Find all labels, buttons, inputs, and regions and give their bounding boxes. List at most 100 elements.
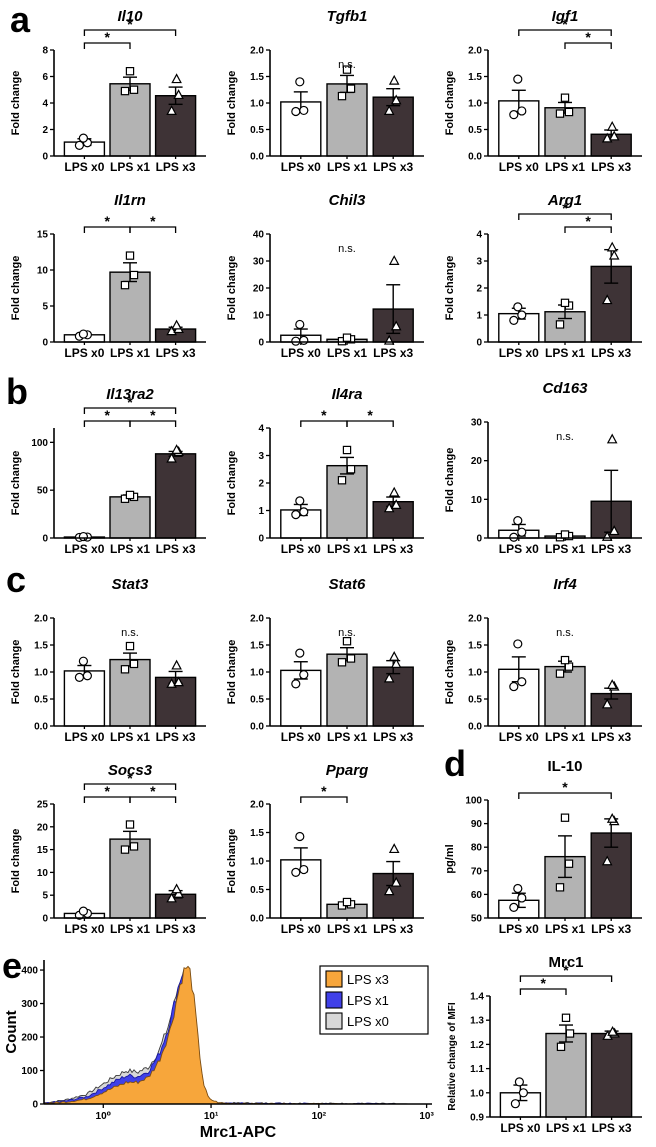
- data-point: [383, 672, 395, 683]
- x-category-label: LPS x0: [281, 346, 321, 360]
- y-tick-label: 10: [37, 868, 49, 879]
- y-tick-label: 0: [42, 338, 48, 349]
- data-point: [346, 654, 356, 663]
- y-tick-label: 200: [21, 1033, 38, 1044]
- data-point: [388, 843, 400, 854]
- sig-star: *: [127, 770, 133, 786]
- bar-chart-svg: Il10 Fold change 0 2 4 6 8 LPS x0 LPS x1 LPS x3 * *: [10, 8, 206, 174]
- ns-label: n.s.: [121, 627, 139, 639]
- y-tick-label: 15: [37, 845, 49, 856]
- data-point: [173, 89, 184, 100]
- y-tick-label: 2: [42, 125, 48, 136]
- y-tick-label: 2.0: [250, 614, 264, 625]
- data-point: [383, 502, 395, 513]
- chart-stat3: Stat3 Fold change 0.0 0.5 1.0 1.5 2.0 LPS x0 LPS…: [6, 574, 218, 756]
- chart-title: Irf4: [553, 576, 577, 593]
- x-tick-label: 10³: [419, 1111, 434, 1122]
- x-category-label: LPS x3: [373, 160, 413, 174]
- bar-chart-svg: Mrc1 Relative change of MFI 0.9 1.0 1.1 1.2 1.…: [447, 954, 642, 1135]
- y-tick-label: 400: [21, 966, 38, 977]
- sig-star: *: [562, 16, 568, 32]
- bar-chart-svg: Igf1 Fold change 0.0 0.5 1.0 1.5 2.0 LPS x0 LPS …: [444, 8, 642, 174]
- y-tick-label: 10: [471, 495, 483, 506]
- sig-bracket: [300, 796, 348, 803]
- x-category-label: LPS x1: [327, 922, 367, 936]
- sig-bracket: [129, 796, 177, 803]
- data-point: [607, 1025, 618, 1036]
- data-point: [556, 1042, 566, 1052]
- data-point: [608, 525, 620, 536]
- data-point: [606, 241, 618, 252]
- sig-star: *: [104, 407, 110, 423]
- data-point: [299, 670, 309, 680]
- y-axis-label: Count: [3, 1010, 20, 1053]
- x-category-label: LPS x3: [373, 542, 413, 556]
- x-category-label: LPS x0: [64, 346, 104, 360]
- chart-cd163: Cd163 Fold change 0 10 20 30 LPS x0 LPS x1 LPS x…: [440, 378, 654, 568]
- y-tick-label: 15: [37, 230, 49, 241]
- x-category-label: LPS x1: [546, 1121, 586, 1135]
- y-tick-label: 1.4: [470, 992, 484, 1003]
- x-category-label: LPS x0: [281, 922, 321, 936]
- chart-title: Mrc1: [548, 954, 583, 971]
- y-tick-label: 1.0: [468, 668, 482, 679]
- data-point: [510, 1099, 521, 1109]
- x-category-label: LPS x1: [545, 346, 585, 360]
- data-point: [513, 302, 523, 312]
- x-category-label: LPS x3: [156, 730, 196, 744]
- chart-title: Il1rn: [114, 192, 146, 209]
- y-tick-label: 8: [42, 46, 48, 57]
- y-tick-label: 1: [476, 311, 482, 322]
- chart-tgfb1: Tgfb1 Fold change 0.0 0.5 1.0 1.5 2.0 LPS x0 LPS…: [222, 6, 436, 186]
- sig-bracket: [346, 420, 394, 427]
- y-axis-label: Fold change: [444, 71, 456, 136]
- y-tick-label: 4: [476, 230, 482, 241]
- chart-il13ra2: Il13ra2 Fold change 0 50 100 LPS x0 LPS x1 LPS …: [6, 384, 218, 568]
- sig-star: *: [367, 407, 373, 423]
- x-category-label: LPS x3: [591, 346, 631, 360]
- bar: [109, 271, 151, 343]
- data-point: [166, 452, 177, 463]
- chart-title: Socs3: [108, 762, 153, 779]
- data-point: [171, 883, 182, 894]
- y-tick-label: 30: [471, 418, 483, 429]
- panel-label-d: d: [444, 743, 466, 784]
- sig-star: *: [150, 407, 156, 423]
- data-point: [120, 665, 130, 674]
- chart-chil3: Chil3 Fold change 0 10 20 30 40 LPS x0 LPS x1 LPS…: [222, 190, 436, 372]
- sig-bracket: [518, 29, 612, 36]
- data-point: [606, 433, 618, 444]
- data-point: [295, 648, 305, 658]
- panel-label-a: a: [10, 0, 31, 40]
- sig-bracket: [83, 407, 177, 414]
- data-point: [337, 658, 347, 667]
- y-tick-label: 1.5: [34, 641, 48, 652]
- x-category-label: LPS x0: [64, 730, 104, 744]
- data-point: [120, 86, 130, 96]
- y-tick-label: 2.0: [468, 614, 482, 625]
- sig-bracket: [519, 975, 613, 982]
- chart-title: IL-10: [547, 758, 582, 775]
- x-category-label: LPS x0: [499, 542, 539, 556]
- x-category-label: LPS x1: [110, 730, 150, 744]
- y-tick-label: 40: [253, 230, 265, 241]
- chart-socs3: Socs3 Fold change 0 5 10 15 20 25 LPS x0 LPS x1 LP…: [6, 760, 218, 948]
- y-axis-label: Fold change: [444, 448, 456, 513]
- panel-label-b: b: [6, 371, 28, 412]
- sig-star: *: [321, 407, 327, 423]
- y-tick-label: 2.0: [250, 800, 264, 811]
- data-point: [388, 651, 400, 661]
- y-tick-label: 2: [476, 284, 482, 295]
- data-point: [337, 476, 347, 485]
- bar-chart-svg: Arg1 Fold change 0 1 2 3 4 LPS x0 LPS x1 LPS x3 * *: [444, 192, 642, 360]
- y-tick-label: 0.9: [470, 1113, 484, 1124]
- y-tick-label: 0: [42, 914, 48, 925]
- sig-bracket: [518, 213, 612, 220]
- x-category-label: LPS x0: [281, 160, 321, 174]
- data-point: [513, 74, 523, 84]
- data-point: [291, 867, 301, 878]
- chart-title: Il4ra: [332, 386, 363, 403]
- y-axis-label: Fold change: [10, 640, 22, 705]
- y-tick-label: 90: [471, 819, 483, 830]
